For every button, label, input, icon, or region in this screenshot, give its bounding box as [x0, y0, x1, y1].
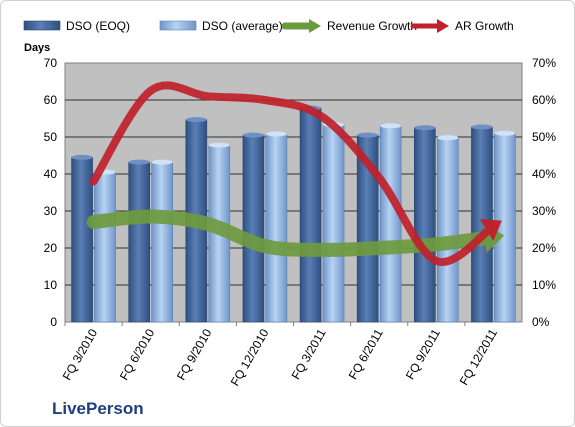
x-tick-label: FQ 6/2010	[117, 326, 158, 382]
y2-tick-label: 10%	[532, 278, 556, 292]
plot-area: 0 0% 10 10% 20 20% 30 30% 40 40% 50 50% 60 60% 70 70% Da…	[24, 42, 556, 388]
bar-dso-eoq	[71, 157, 93, 323]
ar-growth-line	[89, 81, 498, 266]
bar-dso-eoq	[299, 107, 322, 323]
y-axis-title: Days	[24, 42, 50, 54]
brand-name: LivePerson	[52, 399, 144, 418]
y2-tick-label: 0%	[532, 315, 550, 329]
bar-cap	[128, 159, 150, 165]
x-tick-label: FQ 3/2010	[60, 326, 101, 382]
y-tick-label: 30	[44, 204, 58, 218]
bar-cap	[471, 124, 493, 130]
y2-tick-label: 30%	[532, 204, 556, 218]
y-tick-label: 60	[44, 93, 58, 107]
bar-cap	[414, 125, 436, 131]
bar-dso-average	[151, 161, 173, 323]
x-tick-label: FQ 12/2011	[457, 326, 501, 387]
bar-cap	[208, 142, 230, 148]
bar-cap	[494, 130, 516, 136]
y-tick-label: 40	[44, 167, 58, 181]
y-tick-label: 50	[44, 130, 58, 144]
bar-dso-average	[437, 137, 459, 323]
y-tick-label: 0	[50, 315, 57, 329]
bar-dso-average	[379, 125, 402, 323]
bar-dso-eoq	[414, 127, 436, 323]
legend-swatch-arrow	[309, 19, 321, 33]
bar-cap	[357, 132, 379, 138]
ar-growth-arrowhead	[479, 218, 502, 242]
legend-label: DSO (average)	[202, 19, 283, 33]
y-tick-label: 10	[44, 278, 58, 292]
y2-tick-label: 20%	[532, 241, 556, 255]
bar-cap	[437, 135, 459, 141]
bar-cap	[151, 159, 173, 165]
bar-dso-average	[322, 124, 345, 323]
bar-cap	[71, 154, 93, 160]
legend-swatch	[159, 20, 197, 31]
legend-label: AR Growth	[455, 19, 514, 33]
x-tick-label: FQ 9/2011	[403, 326, 443, 382]
bar-dso-eoq	[128, 161, 150, 323]
y-tick-label: 70	[44, 56, 58, 70]
bar-dso-average	[94, 171, 116, 323]
legend-label: Revenue Growth	[327, 19, 417, 33]
bar-cap	[265, 131, 287, 137]
legend-label: DSO (EOQ)	[66, 19, 130, 33]
x-tick-label: FQ 9/2010	[174, 326, 215, 382]
y2-tick-label: 40%	[532, 167, 556, 181]
y-tick-label: 20	[44, 241, 58, 255]
bar-cap	[242, 132, 264, 138]
x-tick-label: FQ 3/2011	[289, 326, 329, 382]
bar-dso-eoq	[242, 134, 265, 323]
bar-cap	[185, 117, 207, 123]
revenue-growth-line	[86, 209, 501, 257]
x-tick-label: FQ 12/2010	[228, 326, 272, 388]
y2-tick-label: 50%	[532, 130, 556, 144]
legend-swatch-arrow	[437, 19, 449, 33]
y2-tick-label: 70%	[532, 56, 556, 70]
legend-swatch	[23, 20, 61, 31]
bar-cap	[380, 123, 402, 129]
y2-tick-label: 60%	[532, 93, 556, 107]
legend: DSO (EOQ) DSO (average) Revenue Growth AR G…	[23, 19, 514, 33]
x-tick-label: FQ 6/2011	[346, 326, 386, 382]
bar-dso-average	[265, 133, 288, 323]
